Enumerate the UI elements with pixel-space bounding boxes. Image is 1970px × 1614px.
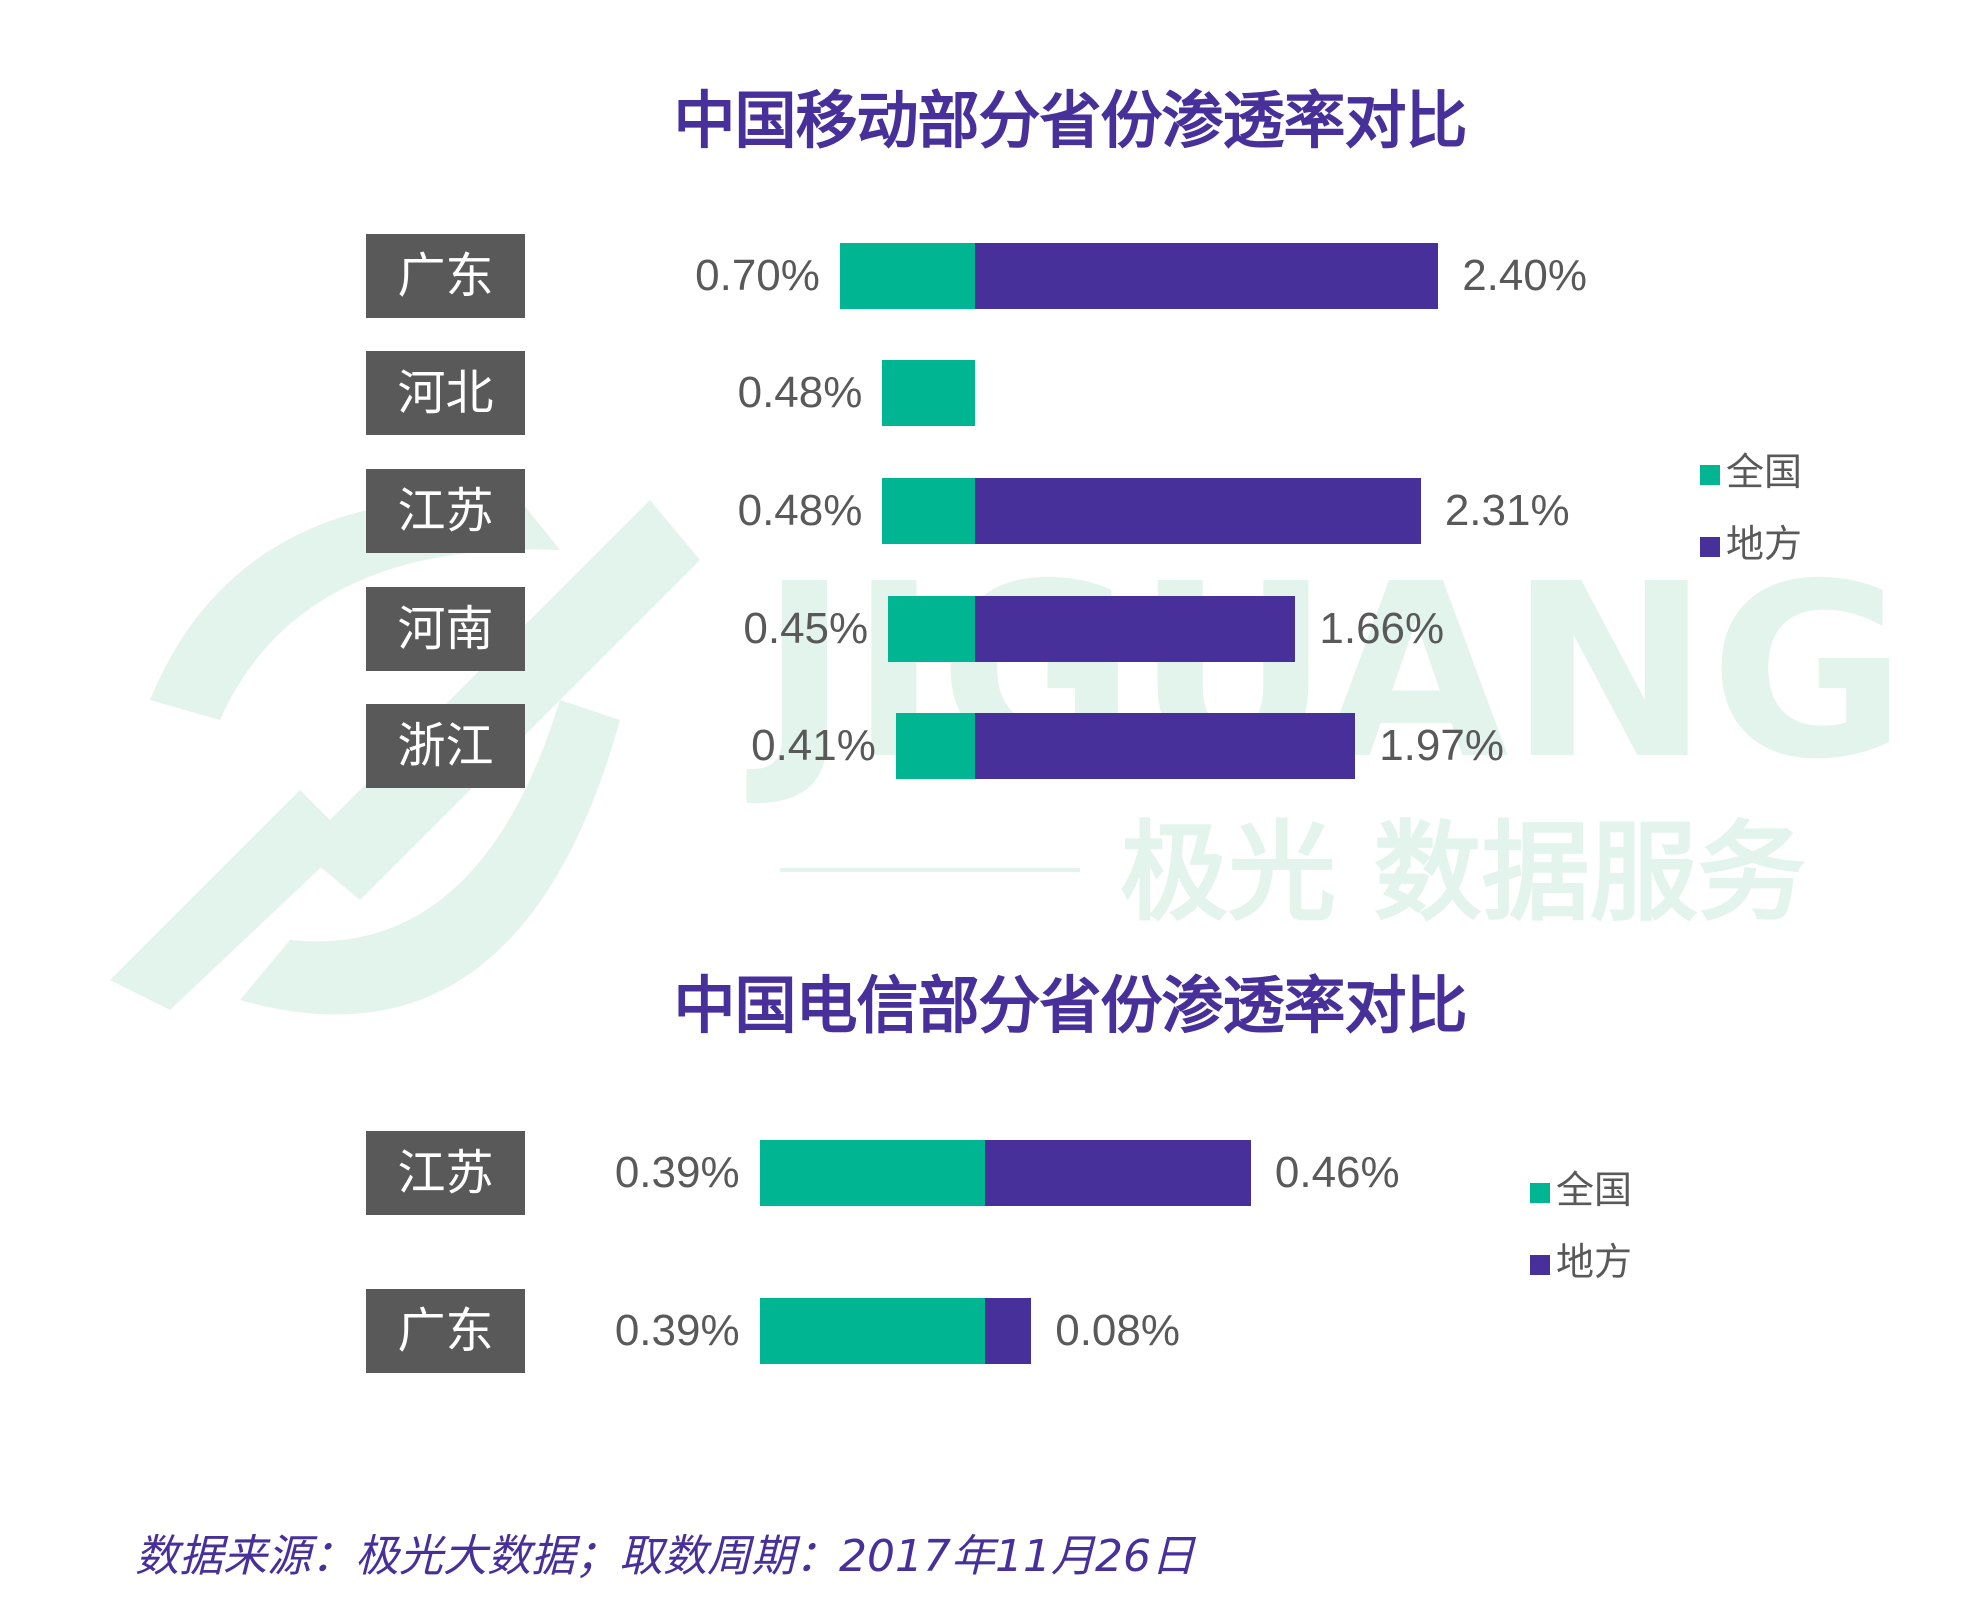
legend-swatch — [1700, 464, 1720, 485]
value-label-national: 0.45% — [743, 604, 869, 653]
bar-local — [975, 596, 1296, 662]
bar-local — [975, 713, 1356, 779]
value-label-local: 0.08% — [1055, 1306, 1180, 1355]
watermark-tagline: 极光 数据服务 — [1120, 811, 1806, 936]
bar-national — [839, 243, 975, 309]
category-label: 浙江 — [366, 704, 525, 788]
category-label: 河南 — [366, 587, 525, 671]
legend-label: 地方 — [1726, 522, 1803, 566]
legend-swatch — [1530, 1182, 1550, 1203]
category-label: 广东 — [366, 1289, 525, 1373]
legend-item: 地方 — [1700, 522, 1802, 566]
value-label-local: 2.31% — [1444, 486, 1570, 535]
data-source-footer: 数据来源：极光大数据；取数周期：2017年11月26日 — [135, 1531, 1195, 1582]
legend-swatch — [1700, 536, 1720, 557]
legend-item: 地方 — [1530, 1240, 1632, 1284]
category-label: 广东 — [366, 234, 525, 318]
legend-swatch — [1530, 1254, 1550, 1275]
bar-national — [895, 713, 975, 779]
bar-national — [882, 360, 975, 426]
value-label-local: 2.40% — [1462, 251, 1587, 300]
value-label-national: 0.39% — [614, 1148, 740, 1197]
value-label-national: 0.39% — [614, 1306, 740, 1355]
legend-label: 全国 — [1556, 1168, 1633, 1212]
legend-label: 地方 — [1556, 1240, 1633, 1284]
legend-label: 全国 — [1726, 450, 1803, 494]
category-label: 江苏 — [366, 1131, 525, 1215]
bar-local — [985, 1140, 1251, 1206]
bar-national — [882, 478, 975, 544]
bar-national — [759, 1140, 985, 1206]
value-label-national: 0.48% — [737, 368, 863, 417]
bar-local — [975, 243, 1439, 309]
chart-title-telecom: 中国电信部分省份渗透率对比 — [673, 969, 1467, 1042]
value-label-local: 1.97% — [1379, 721, 1504, 770]
value-label-national: 0.48% — [737, 486, 863, 535]
category-label: 江苏 — [366, 469, 525, 553]
value-label-local: 1.66% — [1319, 604, 1445, 653]
bar-local — [975, 478, 1421, 544]
value-label-local: 0.46% — [1274, 1148, 1400, 1197]
bar-national — [759, 1298, 985, 1364]
value-label-national: 0.70% — [695, 251, 820, 300]
legend-item: 全国 — [1530, 1168, 1632, 1212]
value-label-national: 0.41% — [751, 721, 876, 770]
legend-item: 全国 — [1700, 450, 1802, 494]
bar-national — [888, 596, 975, 662]
category-label: 河北 — [366, 351, 525, 435]
chart-title-mobile: 中国移动部分省份渗透率对比 — [673, 84, 1467, 157]
bar-local — [985, 1298, 1032, 1364]
